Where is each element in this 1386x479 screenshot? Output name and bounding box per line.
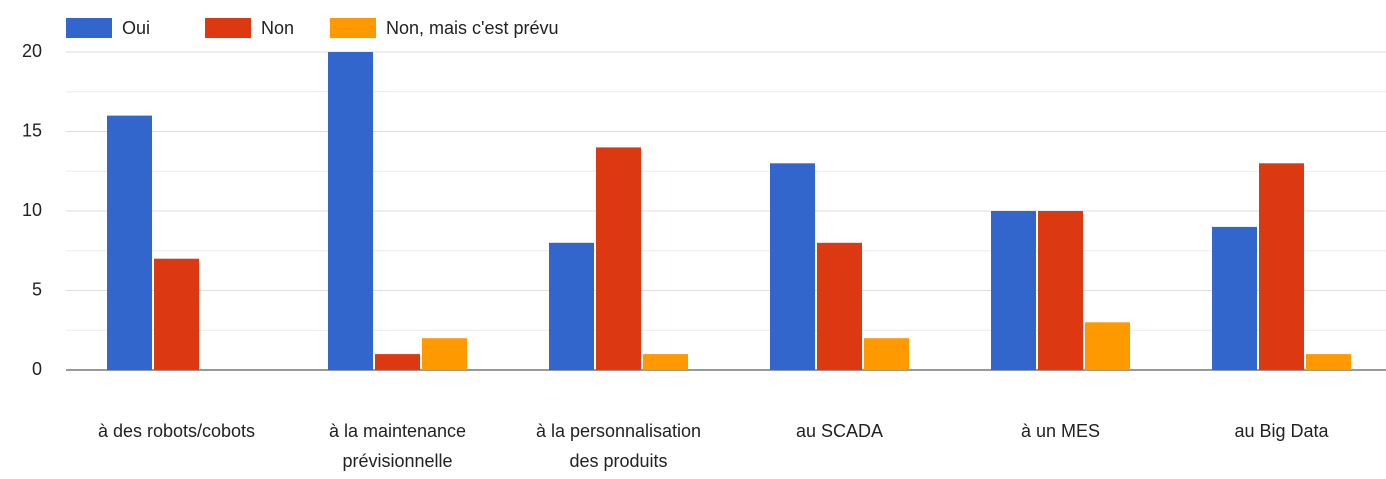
x-tick-label: à des robots/cobots	[98, 421, 255, 441]
bar	[1259, 163, 1304, 370]
y-tick-label: 20	[22, 41, 42, 61]
bar	[1212, 226, 1257, 370]
bar	[596, 147, 641, 370]
bar	[643, 354, 688, 370]
legend-swatch	[330, 18, 376, 38]
legend-label: Oui	[122, 18, 150, 38]
legend-swatch	[66, 18, 112, 38]
x-tick-label: à la maintenance	[329, 421, 466, 441]
bar	[1085, 322, 1130, 370]
bar	[1038, 211, 1083, 370]
x-tick-label: à la personnalisation	[536, 421, 701, 441]
bar	[154, 258, 199, 370]
bar	[770, 163, 815, 370]
bar	[107, 115, 152, 370]
bar	[1306, 354, 1351, 370]
bar	[328, 52, 373, 370]
legend-label: Non	[261, 18, 294, 38]
x-tick-label: au Big Data	[1234, 421, 1329, 441]
x-tick-label: à un MES	[1021, 421, 1100, 441]
bar	[422, 338, 467, 370]
bar	[549, 242, 594, 370]
x-tick-label: au SCADA	[796, 421, 883, 441]
x-tick-label: des produits	[569, 451, 667, 471]
legend-swatch	[205, 18, 251, 38]
bar	[375, 354, 420, 370]
y-tick-label: 0	[32, 359, 42, 379]
legend-label: Non, mais c'est prévu	[386, 18, 559, 38]
bar	[991, 211, 1036, 370]
y-tick-label: 15	[22, 120, 42, 140]
x-tick-label: prévisionnelle	[342, 451, 452, 471]
y-tick-label: 10	[22, 200, 42, 220]
y-tick-label: 5	[32, 279, 42, 299]
bar	[817, 242, 862, 370]
bar	[864, 338, 909, 370]
